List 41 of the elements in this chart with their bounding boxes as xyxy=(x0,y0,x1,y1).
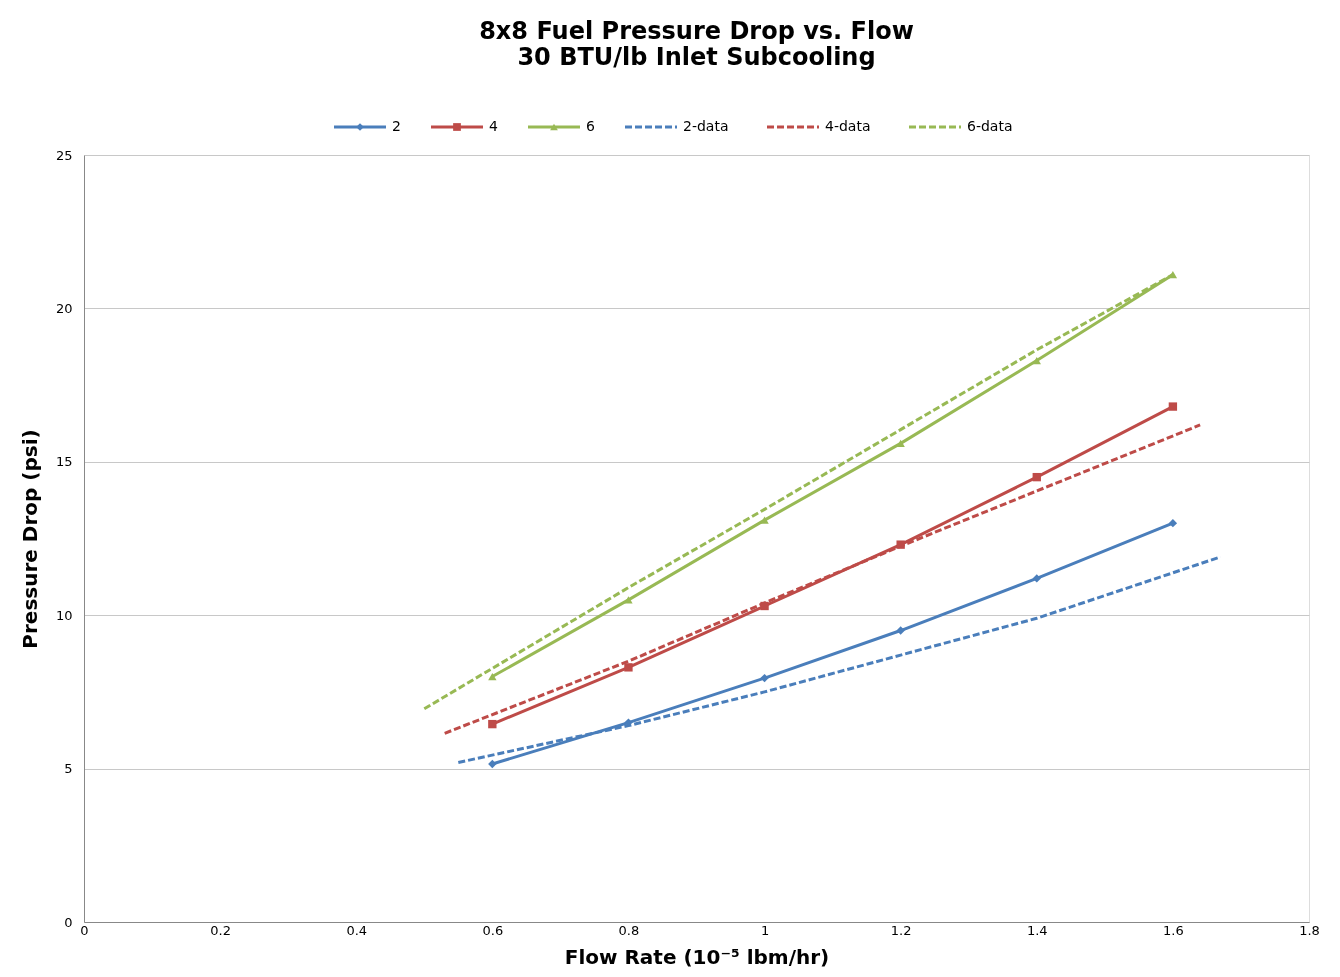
text: 8x8 Fuel Pressure Drop vs. Flow xyxy=(479,17,914,45)
point xyxy=(1168,402,1178,411)
x-tick-label: 0.8 xyxy=(618,922,640,938)
point xyxy=(760,673,769,683)
y-tick-label: 20 xyxy=(55,300,73,316)
y-tick-label: 25 xyxy=(55,147,73,163)
legend-label: 4 xyxy=(489,118,498,134)
point xyxy=(1032,472,1041,482)
legend-label: 6-data xyxy=(967,118,1013,134)
point xyxy=(488,759,497,769)
x-axis-title: Flow Rate (10⁻⁵ lbm/hr) xyxy=(564,944,830,969)
x-tick-label: 0.2 xyxy=(210,922,231,938)
x-tick-label: 0 xyxy=(80,922,89,938)
x-tick-label: 0.6 xyxy=(482,922,504,938)
legend-label: 6 xyxy=(586,118,595,134)
point xyxy=(896,439,905,448)
y-tick-label: 10 xyxy=(55,607,73,623)
point xyxy=(1168,271,1178,279)
point xyxy=(760,601,769,611)
legend-label: 4-data xyxy=(825,118,871,134)
x-tick-label: 1.6 xyxy=(1163,922,1184,938)
point xyxy=(896,626,905,635)
legend-label: 2 xyxy=(392,118,401,134)
x-tick-label: 1 xyxy=(760,922,770,938)
point xyxy=(1168,518,1178,528)
text: 30 BTU/lb Inlet Subcooling xyxy=(517,43,876,71)
legend-label: 2-data xyxy=(683,118,729,134)
x-tick-label: 1.8 xyxy=(1299,922,1320,938)
point xyxy=(488,672,497,681)
x-tick-label: 1.2 xyxy=(890,922,912,938)
point xyxy=(624,663,633,672)
y-tick-label: 15 xyxy=(55,454,73,470)
point xyxy=(760,516,769,524)
point xyxy=(896,540,905,549)
y-axis-title: Pressure Drop (psi) xyxy=(17,429,42,649)
point xyxy=(1032,574,1041,583)
point xyxy=(1032,356,1041,365)
y-tick-label: 5 xyxy=(64,761,73,777)
point xyxy=(488,719,497,729)
x-tick-label: 0.4 xyxy=(346,922,368,938)
x-tick-label: 1.4 xyxy=(1026,922,1048,938)
